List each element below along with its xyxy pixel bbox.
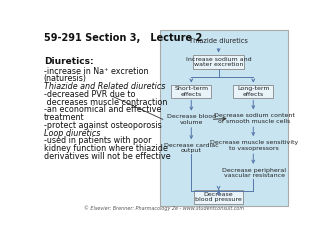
Text: Decrease blood
volume: Decrease blood volume <box>167 114 216 125</box>
Text: -increase in Na⁺ excretion: -increase in Na⁺ excretion <box>44 67 148 76</box>
FancyBboxPatch shape <box>229 166 279 180</box>
Text: -an economical and effective: -an economical and effective <box>44 106 161 114</box>
Text: decreases muscle contraction: decreases muscle contraction <box>44 97 167 107</box>
Text: -protect against osteoporosis: -protect against osteoporosis <box>44 121 162 130</box>
FancyBboxPatch shape <box>229 112 279 125</box>
Text: (naturesis): (naturesis) <box>44 74 87 83</box>
Text: Decrease cardiac
output: Decrease cardiac output <box>164 143 219 153</box>
Text: kidney function where thiazide: kidney function where thiazide <box>44 144 168 153</box>
Text: Long-term
effects: Long-term effects <box>237 86 269 97</box>
FancyBboxPatch shape <box>229 139 279 152</box>
Text: Thiazide diuretics: Thiazide diuretics <box>189 38 248 44</box>
Text: treatment: treatment <box>44 113 84 122</box>
Text: Short-term
effects: Short-term effects <box>174 86 208 97</box>
Text: Increase sodium and
water excretion: Increase sodium and water excretion <box>186 57 252 67</box>
Text: Decrease peripheral
vascular resistance: Decrease peripheral vascular resistance <box>222 168 286 178</box>
FancyBboxPatch shape <box>194 190 243 204</box>
Text: Diuretics:: Diuretics: <box>44 57 93 66</box>
FancyBboxPatch shape <box>233 85 273 98</box>
Text: -used in patients with poor: -used in patients with poor <box>44 136 151 145</box>
Text: derivatives will not be effective: derivatives will not be effective <box>44 152 170 161</box>
FancyBboxPatch shape <box>194 35 244 47</box>
Text: 59-291 Section 3,   Lecture 2: 59-291 Section 3, Lecture 2 <box>44 33 202 43</box>
Text: Decrease muscle sensitivity
to vasopressors: Decrease muscle sensitivity to vasopress… <box>210 140 298 151</box>
Text: Decrease
blood pressure: Decrease blood pressure <box>195 192 242 202</box>
FancyBboxPatch shape <box>193 55 244 69</box>
Text: Decrease sodium content
of smooth muscle cells: Decrease sodium content of smooth muscle… <box>213 113 294 124</box>
FancyBboxPatch shape <box>160 30 288 206</box>
Text: © Elsevier: Brenner: Pharmacology 2e - www.studentconsult.com: © Elsevier: Brenner: Pharmacology 2e - w… <box>84 206 244 211</box>
FancyBboxPatch shape <box>171 142 211 154</box>
Text: Thiazide and Related diuretics: Thiazide and Related diuretics <box>44 82 165 91</box>
Text: -decreased PVR due to: -decreased PVR due to <box>44 90 135 99</box>
FancyBboxPatch shape <box>171 85 211 98</box>
Text: Loop diuretics: Loop diuretics <box>44 129 100 138</box>
FancyBboxPatch shape <box>171 113 211 126</box>
